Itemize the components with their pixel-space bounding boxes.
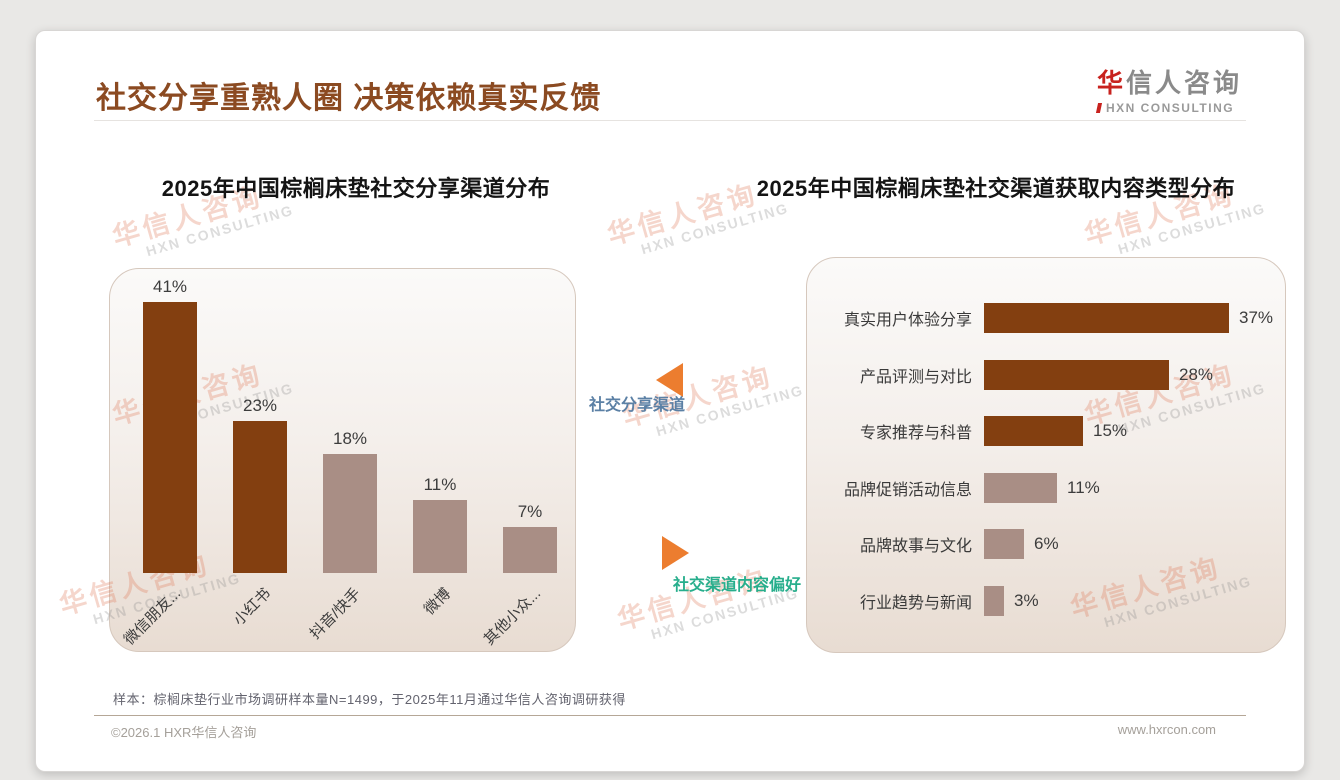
bar-value-label: 41% <box>152 277 188 296</box>
chart-row-品牌促销活动信息: 品牌促销活动信息 11% <box>814 473 1279 503</box>
category-label: 产品评测与对比 <box>859 369 972 386</box>
bar-value-label: 15% <box>1093 421 1128 440</box>
footer-divider <box>94 715 1246 716</box>
bar-value-label: 23% <box>242 396 278 415</box>
sample-footnote: 样本：棕榈床垫行业市场调研样本量N=1499，于2025年11月通过华信人咨询调… <box>113 692 626 707</box>
bar-真实用户体验分享 <box>984 303 1229 333</box>
right-chart-title: 2025年中国棕榈床垫社交渠道获取内容类型分布 <box>756 176 1236 201</box>
bar-value-label: 11% <box>423 475 457 494</box>
bar-value-label: 18% <box>332 429 368 448</box>
category-label: 行业趋势与新闻 <box>859 595 972 612</box>
right-chart-annotation: 社交渠道内容偏好 <box>673 577 802 594</box>
chart-row-品牌故事与文化: 品牌故事与文化 6% <box>814 529 1279 559</box>
chart-row-真实用户体验分享: 真实用户体验分享 37% <box>814 303 1279 333</box>
left-vertical-bar-chart: 41% 微信朋友... 23% 小红书 18% 抖音/快手 11% 微博 7% 其他小众... <box>109 268 576 652</box>
bar-value-label: 3% <box>1014 591 1039 610</box>
category-label: 小红书 <box>230 585 275 629</box>
left-arrow-icon <box>656 363 683 397</box>
chart-row-行业趋势与新闻: 行业趋势与新闻 3% <box>814 586 1279 616</box>
category-label: 微博 <box>420 585 455 619</box>
bar-小红书 <box>233 421 287 573</box>
bar-value-label: 11% <box>1067 478 1100 497</box>
header-divider <box>94 120 1246 121</box>
category-label: 抖音/快手 <box>306 585 365 643</box>
bar-value-label: 37% <box>1239 308 1274 327</box>
bar-微信朋友... <box>143 302 197 573</box>
left-chart-annotation: 社交分享渠道 <box>589 397 686 414</box>
category-label: 其他小众... <box>480 585 545 649</box>
category-label: 品牌故事与文化 <box>859 538 972 555</box>
footer-website: www.hxrcon.com <box>1117 722 1216 737</box>
bar-微博 <box>413 500 467 573</box>
bar-value-label: 6% <box>1034 534 1059 553</box>
right-arrow-icon <box>662 536 689 570</box>
bar-品牌故事与文化 <box>984 529 1024 559</box>
right-horizontal-bar-chart: 真实用户体验分享 37% 产品评测与对比 28% 专家推荐与科普 15% 品牌促销活动信息 1… <box>806 257 1286 653</box>
chart-row-专家推荐与科普: 专家推荐与科普 15% <box>814 416 1279 446</box>
bar-产品评测与对比 <box>984 360 1169 390</box>
left-chart-title: 2025年中国棕榈床垫社交分享渠道分布 <box>161 176 551 201</box>
slide-card: 社交分享重熟人圈 决策依赖真实反馈 华信人咨询 HXN CONSULTING 华… <box>35 30 1305 772</box>
page-title: 社交分享重熟人圈 决策依赖真实反馈 <box>96 82 602 115</box>
logo-brand-text: 华信人咨询 <box>1097 63 1242 100</box>
company-logo: 华信人咨询 HXN CONSULTING <box>1097 63 1242 115</box>
bar-value-label: 28% <box>1179 365 1214 384</box>
logo-subtitle: HXN CONSULTING <box>1097 101 1242 115</box>
bar-行业趋势与新闻 <box>984 586 1004 616</box>
logo-brand-gray-chars: 信人咨询 <box>1125 68 1242 98</box>
bar-value-label: 7% <box>517 502 543 521</box>
chart-row-产品评测与对比: 产品评测与对比 28% <box>814 360 1279 390</box>
category-label: 品牌促销活动信息 <box>843 482 972 499</box>
logo-brand-red-char: 华 <box>1096 68 1126 98</box>
footer-copyright: ©2026.1 HXR华信人咨询 <box>111 725 257 740</box>
category-label: 真实用户体验分享 <box>843 312 972 329</box>
bar-品牌促销活动信息 <box>984 473 1057 503</box>
bar-抖音/快手 <box>323 454 377 573</box>
bar-其他小众... <box>503 527 557 573</box>
category-label: 专家推荐与科普 <box>859 425 972 442</box>
category-label: 微信朋友... <box>120 585 185 649</box>
bar-专家推荐与科普 <box>984 416 1083 446</box>
